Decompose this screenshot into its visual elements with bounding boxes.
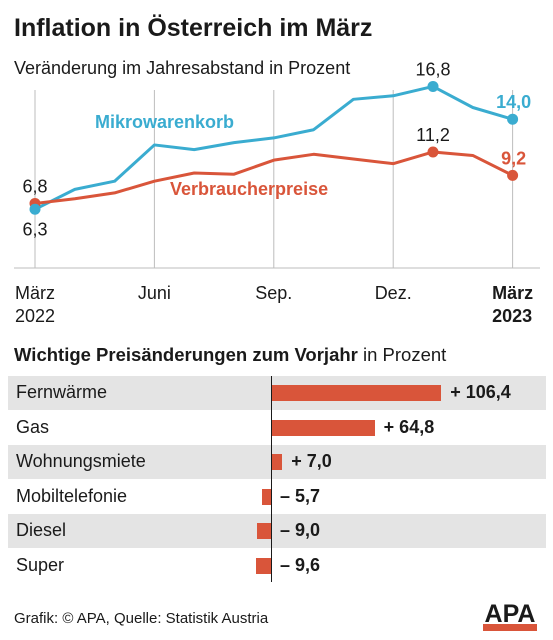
x-tick-label-line1: März	[14, 283, 55, 303]
chart-subtitle: Veränderung im Jahresabstand in Prozent	[14, 58, 351, 78]
data-label: 9,2	[501, 148, 526, 168]
bar	[256, 523, 271, 539]
data-point-marker	[427, 146, 439, 158]
bar	[271, 454, 283, 470]
bar-value-label: – 9,0	[280, 520, 321, 540]
bar-value-label: + 7,0	[291, 451, 332, 471]
data-label: 16,8	[415, 59, 450, 79]
bar-row: Super – 9,6	[8, 549, 546, 583]
bar-chart-title-unit: in Prozent	[363, 344, 447, 365]
bar-value-label: + 64,8	[383, 416, 435, 437]
bar-value-label: – 5,7	[280, 485, 321, 506]
x-tick-label-line1: März	[492, 283, 534, 303]
bar	[255, 557, 271, 574]
series-name-0: Mikrowarenkorb	[95, 112, 234, 132]
bar-row: Fernwärme + 106,4	[8, 376, 546, 410]
bar-chart-title-bold: Wichtige Preisänderungen zum Vorjahr	[14, 344, 358, 365]
bar-category-label: Super	[16, 554, 65, 575]
bar	[271, 385, 442, 401]
bar-category-label: Mobiltelefonie	[16, 485, 128, 506]
bar-category-label: Fernwärme	[16, 382, 108, 402]
line-chart: Mikrowarenkorb Verbraucherpreise 6,8 6,3 16,…	[14, 59, 540, 269]
bar-row: Wohnungsmiete + 7,0	[8, 445, 546, 479]
data-label: 11,2	[416, 125, 450, 145]
x-tick-label-line1: Juni	[137, 283, 171, 303]
x-tick-label: Sep.	[255, 282, 292, 305]
x-tick-label-line2: 2023	[492, 306, 533, 326]
bar	[271, 419, 375, 436]
bar-row: Gas + 64,8	[8, 411, 546, 445]
chart-title: Inflation in Österreich im März	[14, 14, 373, 42]
data-point-marker	[507, 113, 519, 125]
bar-row: Mobiltelefonie – 5,7	[8, 480, 546, 514]
bar-value-label: + 106,4	[450, 382, 511, 402]
x-tick-label: Dez.	[375, 282, 412, 305]
x-tick-label-line1: Dez.	[374, 283, 412, 303]
bar-category-label: Wohnungsmiete	[16, 451, 146, 471]
apa-logo: APA	[483, 601, 537, 631]
bar-chart-title: Wichtige Preisänderungen zum Vorjahr in …	[14, 344, 446, 366]
source-credit: Grafik: © APA, Quelle: Statistik Austria	[14, 610, 269, 627]
data-point-marker	[507, 169, 519, 181]
data-point-marker	[29, 203, 41, 215]
bar-zero-line	[271, 376, 272, 582]
bar-category-label: Diesel	[16, 520, 67, 540]
x-tick-label: März 2022	[15, 282, 55, 328]
x-tick-label: März 2023	[492, 282, 533, 328]
data-label: 6,8	[22, 176, 47, 196]
bar	[261, 488, 271, 505]
bar-row: Diesel – 9,0	[8, 514, 546, 548]
data-label: 6,3	[22, 219, 47, 239]
x-tick-label: Juni	[138, 282, 171, 305]
x-tick-label-line1: Sep.	[255, 283, 293, 303]
apa-logo-text: APA	[485, 601, 536, 628]
series-name-1: Verbraucherpreise	[170, 179, 328, 199]
data-label: 14,0	[496, 92, 531, 112]
bar-value-label: – 9,6	[280, 554, 321, 575]
data-point-marker	[427, 80, 439, 92]
x-tick-label-line2: 2022	[14, 306, 56, 326]
apa-logo-bar	[483, 624, 537, 631]
bar-category-label: Gas	[16, 416, 50, 437]
